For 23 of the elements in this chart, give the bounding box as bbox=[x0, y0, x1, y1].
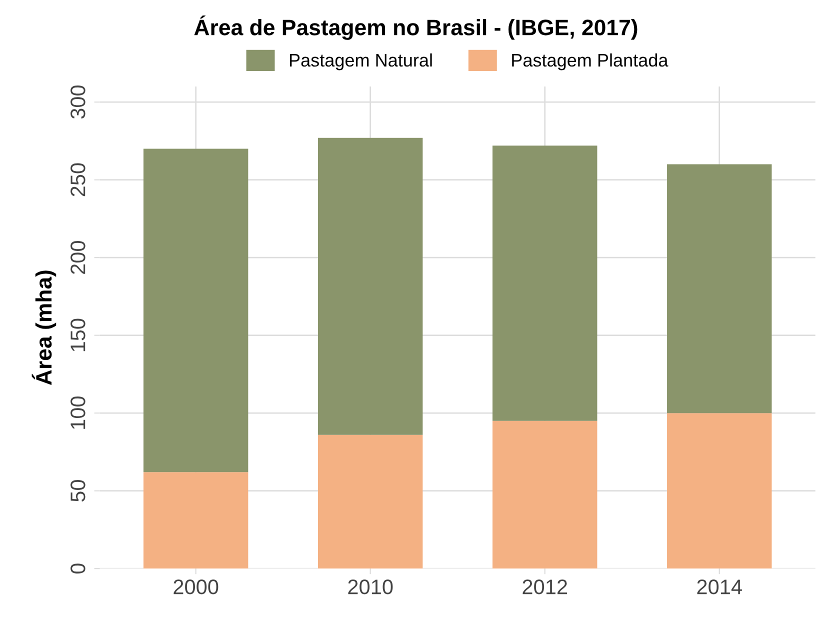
bar bbox=[667, 413, 772, 569]
x-tick-label: 2014 bbox=[697, 580, 742, 594]
legend-label: Pastagem Plantada bbox=[512, 53, 668, 70]
chart-title: Área de Pastagem no Brasil - (IBGE, 2017) bbox=[194, 15, 638, 40]
y-tick-label: 300 bbox=[70, 86, 86, 119]
x-tick-label: 2000 bbox=[174, 580, 218, 594]
y-axis-title: Área (mha) bbox=[32, 270, 56, 386]
y-tick-label: 50 bbox=[70, 480, 86, 502]
y-tick-label: 0 bbox=[70, 564, 86, 574]
y-tick-label: 150 bbox=[70, 318, 86, 352]
y-tick-label: 200 bbox=[70, 241, 86, 274]
legend-label: Pastagem Natural bbox=[290, 53, 432, 70]
bar bbox=[492, 420, 598, 569]
y-tick-label: 250 bbox=[70, 163, 86, 196]
bar bbox=[318, 434, 423, 569]
bar bbox=[667, 164, 772, 414]
bar bbox=[318, 138, 423, 435]
bar bbox=[143, 148, 248, 472]
x-tick-label: 2012 bbox=[522, 580, 567, 594]
bar bbox=[143, 472, 248, 569]
y-tick-label: 100 bbox=[70, 396, 86, 429]
bar bbox=[492, 146, 598, 421]
x-tick-label: 2010 bbox=[348, 580, 393, 594]
